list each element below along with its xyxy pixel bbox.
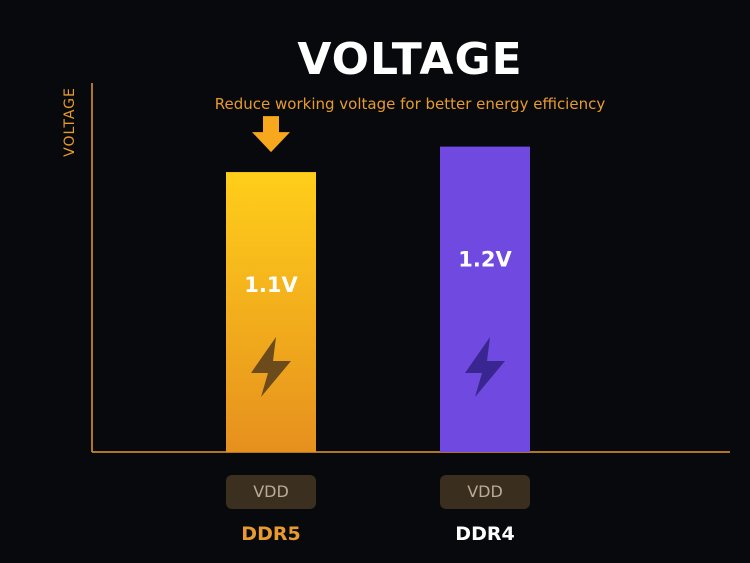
bar-ddr4 xyxy=(440,146,530,452)
category-label-ddr5: DDR5 xyxy=(241,523,301,545)
data-label-ddr4: 1.2V xyxy=(458,248,512,272)
lightning-bolt-icon xyxy=(465,337,505,397)
tick-label-vdd-ddr5: VDD xyxy=(226,475,316,509)
bar-ddr5 xyxy=(226,172,316,452)
chart-title: VOLTAGE xyxy=(297,34,523,85)
tick-label-vdd-ddr4: VDD xyxy=(440,475,530,509)
down-arrow-icon xyxy=(252,116,290,153)
lightning-bolt-icon xyxy=(251,337,291,397)
data-label-ddr5: 1.1V xyxy=(244,273,298,297)
chart-subtitle: Reduce working voltage for better energy… xyxy=(214,95,606,113)
category-label-ddr4: DDR4 xyxy=(455,523,515,545)
